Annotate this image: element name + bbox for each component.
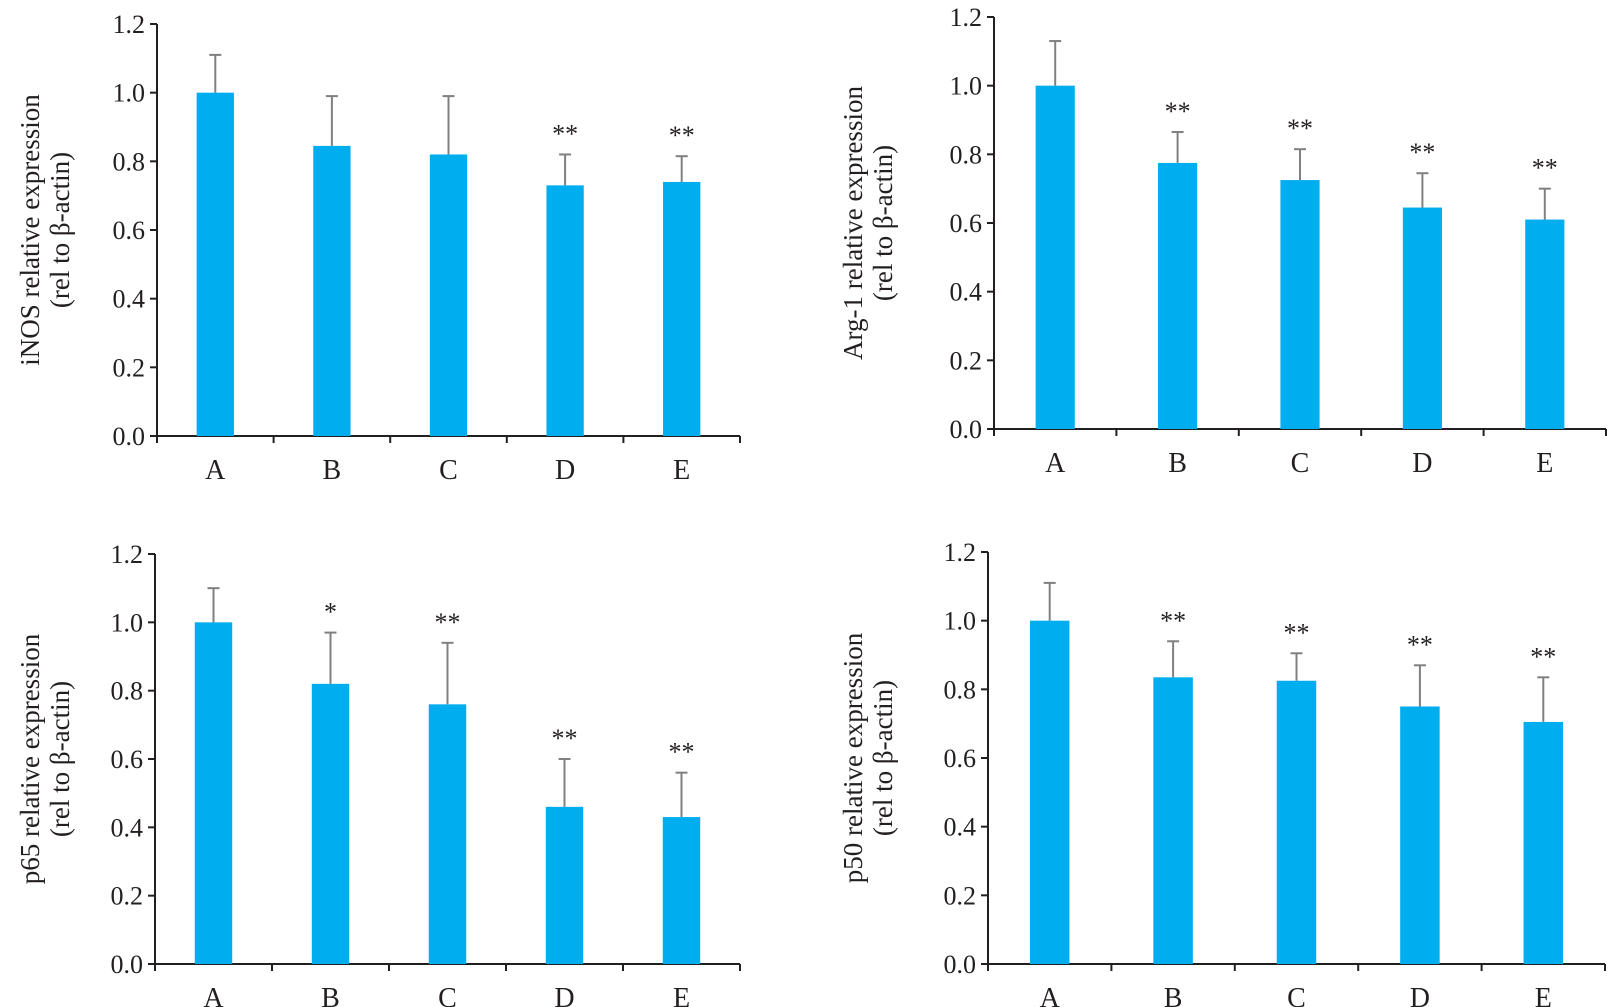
bar-E	[1525, 219, 1565, 429]
y-tick-label: 0.2	[111, 882, 144, 911]
y-tick-label: 0.6	[113, 216, 146, 245]
significance-marker: **	[669, 121, 695, 150]
bar-E	[663, 181, 701, 436]
y-tick-label: 0.4	[111, 813, 144, 842]
y-tick-label: 0.2	[113, 353, 146, 382]
x-tick-label: E	[673, 455, 690, 486]
significance-marker: **	[1532, 154, 1558, 183]
significance-marker: **	[1287, 114, 1313, 143]
y-tick-label: 0.0	[944, 950, 977, 979]
bar-E	[662, 817, 701, 964]
bar-A	[1029, 620, 1070, 964]
significance-marker: *	[324, 598, 337, 627]
y-tick-label: 1.2	[950, 3, 983, 32]
y-tick-label: 1.2	[944, 538, 977, 567]
y-tick-label: 1.2	[111, 540, 144, 569]
y-tick-label: 1.0	[113, 79, 146, 108]
significance-marker: **	[435, 608, 461, 637]
bar-C	[1276, 680, 1317, 964]
panel-inos: 0.0 0.2 0.4 0.6 0.8 1.0 1.2 A B C D ** E ** iNOS relat…	[15, 10, 741, 486]
significance-marker: **	[552, 724, 578, 753]
y-tick-label: 0.6	[950, 209, 983, 238]
bar-E	[1523, 721, 1564, 964]
y-tick-label: 1.2	[113, 10, 146, 39]
y-tick-label: 0.0	[950, 415, 983, 444]
bar-D	[1402, 207, 1442, 429]
x-tick-label: C	[439, 455, 458, 486]
bar-A	[194, 622, 233, 964]
bar-B	[311, 683, 350, 964]
y-tick-label: 0.8	[950, 140, 983, 169]
x-tick-label: B	[1168, 448, 1187, 479]
bar-C	[429, 154, 468, 436]
x-tick-label: B	[323, 455, 342, 486]
x-tick-label: C	[1291, 448, 1310, 479]
bar-C	[428, 704, 467, 964]
y-axis-label: p65 relative expression	[15, 633, 45, 884]
bar-D	[1400, 706, 1440, 964]
y-tick-label: 0.8	[111, 677, 144, 706]
y-tick-label: 0.2	[950, 346, 983, 375]
y-tick-label: 0.6	[111, 745, 144, 774]
significance-marker: **	[1530, 642, 1556, 671]
y-tick-label: 0.6	[944, 744, 977, 773]
significance-marker: **	[1160, 606, 1186, 635]
y-axis-label: p50 relative expression	[838, 632, 868, 883]
x-tick-label: E	[1536, 448, 1553, 479]
x-tick-label: A	[1040, 983, 1061, 1007]
bar-D	[545, 806, 584, 964]
y-tick-label: 0.4	[950, 278, 983, 307]
y-axis-label: (rel to β-actin)	[45, 681, 75, 837]
x-tick-label: C	[1287, 983, 1306, 1007]
x-tick-label: D	[554, 983, 574, 1007]
bar-C	[1280, 180, 1320, 429]
bar-D	[546, 185, 584, 436]
panel-p65: 0.0 0.2 0.4 0.6 0.8 1.0 1.2 A B * C ** D ** E ** p65 rel…	[15, 540, 741, 1007]
y-axis-label: (rel to β-actin)	[868, 145, 898, 301]
x-tick-label: D	[555, 455, 575, 486]
x-tick-label: E	[1535, 983, 1552, 1007]
y-tick-label: 0.8	[944, 675, 977, 704]
panel-p50: 0.0 0.2 0.4 0.6 0.8 1.0 1.2 A B ** C ** D ** E ** p50 re…	[838, 538, 1606, 1007]
x-tick-label: A	[203, 983, 224, 1007]
significance-marker: **	[1407, 630, 1433, 659]
y-tick-label: 0.4	[113, 285, 146, 314]
bar-B	[1158, 162, 1198, 429]
y-axis-label: (rel to β-actin)	[868, 680, 898, 836]
y-tick-label: 0.4	[944, 813, 977, 842]
y-tick-label: 0.2	[944, 881, 977, 910]
x-tick-label: B	[321, 983, 340, 1007]
x-tick-label: E	[673, 983, 690, 1007]
x-tick-label: C	[438, 983, 457, 1007]
significance-marker: **	[1284, 618, 1310, 647]
x-tick-label: D	[1410, 983, 1430, 1007]
y-axis-label: (rel to β-actin)	[45, 152, 75, 308]
significance-marker: **	[552, 119, 578, 148]
significance-marker: **	[1165, 97, 1191, 126]
panel-arg1: 0.0 0.2 0.4 0.6 0.8 1.0 1.2 A B ** C ** D ** E ** Arg-1 …	[838, 3, 1607, 479]
bar-B	[1153, 677, 1193, 964]
y-axis-label: iNOS relative expression	[15, 94, 45, 366]
x-tick-label: D	[1412, 448, 1432, 479]
y-tick-label: 1.0	[111, 608, 144, 637]
y-tick-label: 0.8	[113, 147, 146, 176]
y-axis-label: Arg-1 relative expression	[838, 86, 868, 360]
y-tick-label: 0.0	[113, 422, 146, 451]
bar-A	[196, 92, 234, 437]
x-tick-label: A	[205, 455, 226, 486]
significance-marker: **	[669, 738, 695, 767]
x-tick-label: A	[1045, 448, 1066, 479]
significance-marker: **	[1409, 138, 1435, 167]
bar-A	[1035, 85, 1075, 430]
y-tick-label: 0.0	[111, 950, 144, 979]
y-tick-label: 1.0	[944, 607, 977, 636]
y-tick-label: 1.0	[950, 72, 983, 101]
bar-B	[313, 145, 351, 436]
x-tick-label: B	[1164, 983, 1183, 1007]
